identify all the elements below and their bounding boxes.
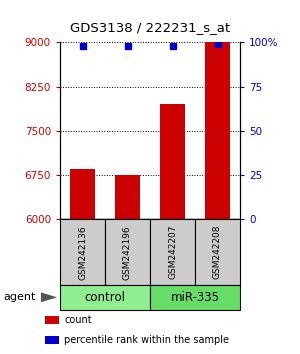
Bar	[160, 104, 185, 219]
Bar	[205, 16, 230, 219]
Text: agent: agent	[3, 292, 35, 302]
Text: GSM242207: GSM242207	[168, 225, 177, 279]
Bar	[60, 219, 105, 285]
Bar	[105, 219, 150, 285]
Text: count: count	[64, 315, 92, 325]
Bar	[115, 175, 140, 219]
Bar	[45, 316, 59, 324]
Text: GSM242196: GSM242196	[123, 225, 132, 280]
Bar	[45, 336, 59, 344]
Text: GDS3138 / 222231_s_at: GDS3138 / 222231_s_at	[70, 21, 230, 34]
Text: GSM242208: GSM242208	[213, 225, 222, 279]
Polygon shape	[40, 292, 57, 302]
Text: control: control	[85, 291, 125, 304]
Bar	[60, 285, 150, 310]
Bar	[150, 219, 195, 285]
Text: percentile rank within the sample: percentile rank within the sample	[64, 335, 229, 346]
Text: miR-335: miR-335	[170, 291, 220, 304]
Bar	[70, 169, 95, 219]
Bar	[195, 219, 240, 285]
Text: GSM242136: GSM242136	[78, 225, 87, 280]
Bar	[150, 285, 240, 310]
